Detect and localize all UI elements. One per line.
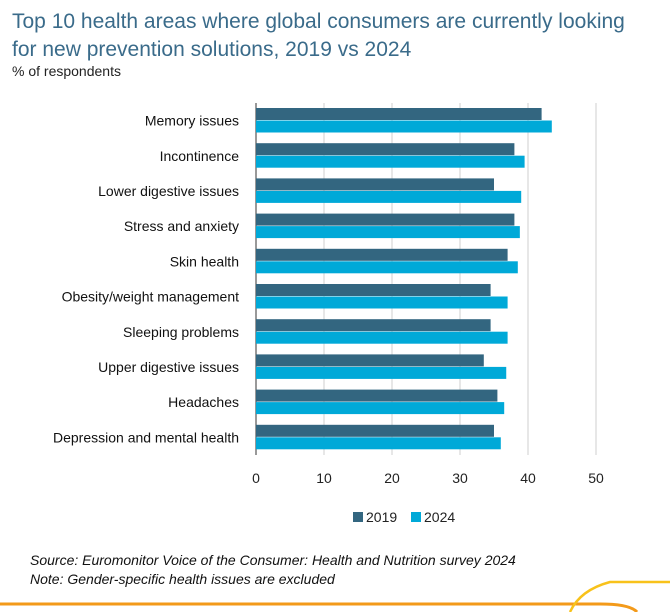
brand-swoosh xyxy=(0,580,670,612)
category-label: Incontinence xyxy=(160,148,240,164)
legend-label: 2019 xyxy=(366,509,397,525)
bar-2019 xyxy=(256,284,491,296)
legend-swatch xyxy=(353,512,363,522)
category-label: Depression and mental health xyxy=(53,429,239,445)
category-label: Upper digestive issues xyxy=(98,359,239,375)
bar-2019 xyxy=(256,389,498,402)
bar-2019 xyxy=(256,319,491,332)
bar-2019 xyxy=(256,143,515,156)
bar-2024 xyxy=(256,261,518,274)
category-label: Sleeping problems xyxy=(123,324,239,340)
category-label: Lower digestive issues xyxy=(98,183,239,199)
bars xyxy=(256,108,552,450)
tick-labels: 0 10 20 30 40 50 xyxy=(252,470,604,486)
legend-swatch xyxy=(411,512,421,522)
legend-label: 2024 xyxy=(424,509,455,525)
x-tick-label: 20 xyxy=(384,470,400,486)
bar-2024 xyxy=(256,366,507,379)
footnotes: Source: Euromonitor Voice of the Consume… xyxy=(30,551,516,589)
x-tick-label: 0 xyxy=(252,470,260,486)
bar-2019 xyxy=(256,178,494,191)
bar-2024 xyxy=(256,296,508,309)
x-tick-label: 50 xyxy=(588,470,604,486)
x-tick-label: 40 xyxy=(520,470,536,486)
bar-2024 xyxy=(256,331,508,344)
category-label: Memory issues xyxy=(145,113,239,129)
legend: 2019 2024 xyxy=(353,509,455,525)
category-label: Headaches xyxy=(168,394,239,410)
source-note: Source: Euromonitor Voice of the Consume… xyxy=(30,552,516,568)
exclusion-note: Note: Gender-specific health issues are … xyxy=(30,571,335,587)
category-label: Skin health xyxy=(170,253,239,269)
chart-subtitle: % of respondents xyxy=(12,63,121,79)
bar-2019 xyxy=(256,424,494,437)
chart-title: Top 10 health areas where global consume… xyxy=(12,10,625,61)
category-label: Stress and anxiety xyxy=(124,218,239,234)
bar-2024 xyxy=(256,437,501,450)
bar-2019 xyxy=(256,108,542,120)
x-tick-label: 30 xyxy=(452,470,468,486)
bar-2024 xyxy=(256,190,522,203)
category-label: Obesity/weight management xyxy=(62,289,240,305)
x-tick-label: 10 xyxy=(316,470,332,486)
bar-2019 xyxy=(256,213,515,226)
bar-2024 xyxy=(256,120,552,133)
bar-2024 xyxy=(256,402,505,415)
category-labels: Memory issues Incontinence Lower digestive… xyxy=(53,113,239,446)
bar-2024 xyxy=(256,226,520,239)
bar-2019 xyxy=(256,354,484,367)
bar-2019 xyxy=(256,248,508,261)
bar-2024 xyxy=(256,155,525,168)
